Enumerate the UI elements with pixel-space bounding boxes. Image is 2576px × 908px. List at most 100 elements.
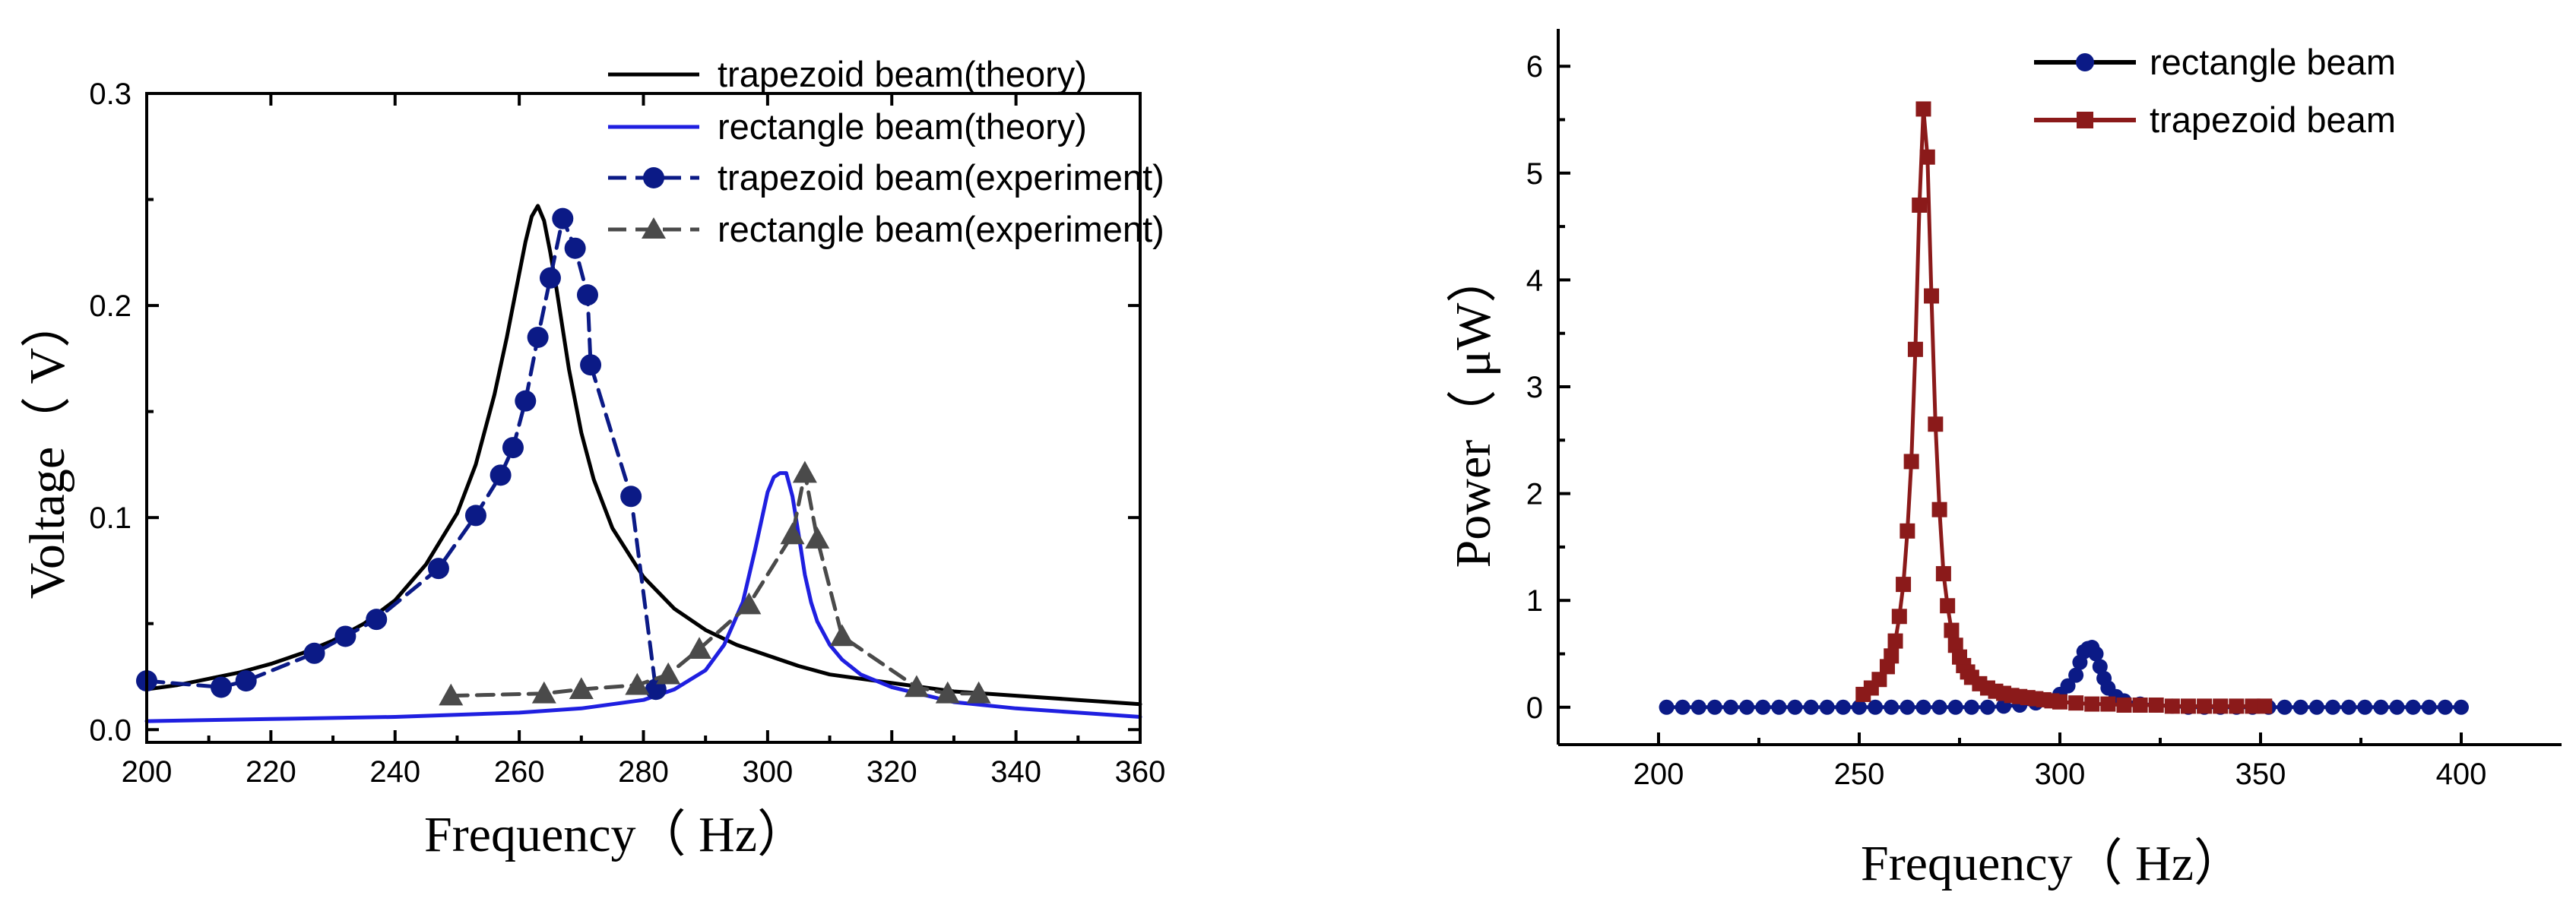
data-point-trapezoid-beam-9 [1903,454,1919,470]
data-point-rectangle-beam-26 [2060,678,2076,694]
data-point-trapezoid-beam-2 [1871,672,1887,688]
data-point-trapezoid-beam-experiment-1 [211,676,233,698]
data-point-rectangle-beam-33 [2092,659,2108,675]
data-point-trapezoid-beam-experiment-8 [490,464,512,486]
data-point-rectangle-beam-19 [1963,699,1979,715]
data-point-rectangle-beam-53 [2373,699,2389,715]
data-point-rectangle-beam-55 [2405,699,2421,715]
power-series-layer [1659,101,2469,715]
data-point-trapezoid-beam-12 [1915,101,1931,117]
data-point-rectangle-beam-4 [1723,699,1739,715]
data-point-trapezoid-beam-42 [2164,698,2180,714]
legend-label-rectangle-theory: rectangle beam(theory) [718,106,1087,147]
data-point-rectangle-beam-experiment-13 [966,681,991,704]
x-tick-label: 260 [494,755,545,789]
y-tick-label: 0 [1526,691,1543,725]
data-point-rectangle-beam-3 [1706,699,1722,715]
data-point-trapezoid-beam-18 [1940,598,1956,614]
data-point-rectangle-beam-experiment-9 [805,527,830,549]
data-point-rectangle-beam-13 [1868,699,1884,715]
data-point-trapezoid-beam-experiment-12 [539,267,561,289]
data-point-rectangle-beam-experiment-11 [904,675,929,698]
data-point-rectangle-beam-8 [1787,699,1803,715]
data-point-trapezoid-beam-46 [2229,698,2245,714]
x-tick-label: 200 [122,755,173,789]
voltage-x-axis-title: Frequency（ Hz） [424,807,807,862]
data-point-trapezoid-beam-experiment-13 [552,207,574,229]
y-tick-label: 0.1 [89,501,131,535]
data-point-trapezoid-beam-10 [1907,341,1923,357]
data-point-trapezoid-beam-40 [2132,697,2148,713]
series-line-rectangle-beam-theory [144,471,1142,723]
data-point-rectangle-beam-58 [2454,699,2469,715]
power-y-axis-title: Power（ μW） [1446,253,1501,568]
data-point-trapezoid-beam-43 [2180,698,2196,714]
data-point-rectangle-beam-6 [1755,699,1771,715]
data-point-trapezoid-beam-experiment-14 [564,237,586,259]
y-tick-label: 2 [1526,478,1543,511]
data-point-rectangle-beam-experiment-0 [439,683,464,706]
legend-marker-rectangle-beam [2076,53,2094,71]
x-tick-label: 240 [369,755,420,789]
data-point-rectangle-beam-experiment-5 [687,637,712,660]
data-point-rectangle-beam-57 [2437,699,2453,715]
data-point-trapezoid-beam-experiment-7 [464,505,486,527]
legend-label-trapezoid-experiment: trapezoid beam(experiment) [718,157,1164,198]
power-x-axis-title: Frequency（ Hz） [1861,836,2244,891]
data-point-rectangle-beam-51 [2341,699,2357,715]
data-point-trapezoid-beam-6 [1891,609,1907,625]
x-tick-label: 250 [1834,758,1885,791]
legend-label-trapezoid-beam: trapezoid beam [2150,100,2396,140]
data-point-rectangle-beam-experiment-3 [625,672,650,695]
y-tick-label: 6 [1526,50,1543,84]
data-point-rectangle-beam-14 [1884,699,1900,715]
x-tick-label: 220 [246,755,296,789]
data-point-trapezoid-beam-experiment-9 [502,437,524,459]
voltage-axes-layer: 200 220 240 260 280 300 320 340 360 0.0 0.1 0.2 0.3 [89,78,1165,789]
power-chart: 200 250 300 350 400 0 1 2 3 4 5 6 Frequency（ Hz） Po… [1446,29,2562,891]
voltage-series-layer [136,204,1142,723]
data-point-trapezoid-beam-experiment-11 [527,326,549,348]
data-point-rectangle-beam-17 [1931,699,1947,715]
y-tick-label: 1 [1526,584,1543,618]
y-tick-label: 0.0 [89,713,131,747]
data-point-rectangle-beam-11 [1835,699,1851,715]
data-point-rectangle-beam-1 [1675,699,1690,715]
x-tick-label: 300 [743,755,794,789]
data-point-rectangle-beam-50 [2325,699,2341,715]
data-point-rectangle-beam-49 [2308,699,2324,715]
power-axes-layer: 200 250 300 350 400 0 1 2 3 4 5 6 [1526,29,2562,791]
legend-marker-rectangle-experiment [642,217,666,239]
data-point-trapezoid-beam-41 [2148,697,2164,713]
data-point-rectangle-beam-56 [2421,699,2437,715]
data-point-rectangle-beam-10 [1819,699,1835,715]
data-point-rectangle-beam-20 [1979,699,1995,715]
x-tick-label: 320 [867,755,917,789]
data-point-trapezoid-beam-37 [2084,696,2100,712]
power-legend: rectangle beam trapezoid beam [2034,42,2396,140]
voltage-chart: 200 220 240 260 280 300 320 340 3600.00.10.20.3 … [20,54,1165,862]
data-point-rectangle-beam-32 [2088,646,2104,662]
data-point-rectangle-beam-5 [1739,699,1755,715]
data-point-trapezoid-beam-experiment-3 [303,642,325,664]
data-point-trapezoid-beam-experiment-5 [366,609,388,631]
data-point-trapezoid-beam-experiment-17 [620,486,642,508]
legend-label-rectangle-experiment: rectangle beam(experiment) [718,209,1164,249]
data-point-rectangle-beam-experiment-7 [780,522,805,545]
data-point-rectangle-beam-12 [1852,699,1867,715]
data-point-rectangle-beam-experiment-2 [569,677,594,700]
data-point-rectangle-beam-54 [2389,699,2405,715]
data-point-trapezoid-beam-11 [1912,197,1928,213]
data-point-trapezoid-beam-experiment-10 [515,390,537,412]
x-tick-label: 280 [618,755,669,789]
data-point-trapezoid-beam-47 [2245,698,2261,714]
data-point-trapezoid-beam-8 [1900,523,1915,539]
data-point-trapezoid-beam-13 [1919,149,1935,165]
data-point-trapezoid-beam-45 [2213,698,2229,714]
x-tick-label: 400 [2436,758,2487,791]
voltage-y-axis-title: Voltage（ V） [20,298,75,600]
legend-marker-trapezoid-experiment [643,167,664,188]
data-point-rectangle-beam-experiment-10 [829,624,854,647]
data-point-rectangle-beam-experiment-6 [737,592,762,615]
